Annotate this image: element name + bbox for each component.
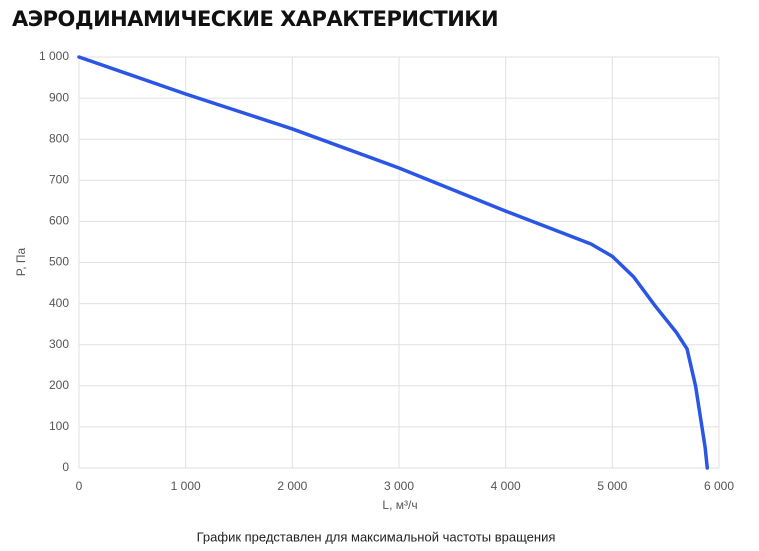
y-tick-label: 800: [49, 131, 69, 145]
chart-title: АЭРОДИНАМИЧЕСКИЕ ХАРАКТЕРИСТИКИ: [12, 7, 498, 31]
x-tick-label: 0: [76, 479, 83, 493]
y-tick-label: 600: [49, 214, 69, 228]
y-tick-label: 300: [49, 337, 69, 351]
y-tick-label: 500: [49, 255, 69, 269]
y-tick-label: 400: [49, 296, 69, 310]
x-axis-label: L, м³/ч: [382, 498, 417, 512]
x-tick-label: 5 000: [597, 479, 627, 493]
x-tick-label: 6 000: [704, 479, 734, 493]
y-tick-label: 100: [49, 419, 69, 433]
x-tick-label: 4 000: [491, 479, 521, 493]
data-line: [77, 55, 710, 470]
y-tick-label: 200: [49, 378, 69, 392]
y-axis-label: P, Па: [14, 247, 28, 276]
footnote: График представлен для максимальной част…: [197, 529, 556, 544]
y-tick-label: 700: [49, 172, 69, 186]
y-tick-label: 900: [49, 90, 69, 104]
x-tick-label: 2 000: [277, 479, 307, 493]
x-tick-label: 3 000: [384, 479, 414, 493]
x-tick-label: 1 000: [171, 479, 201, 493]
y-tick-label: 0: [62, 460, 69, 474]
y-tick-label: 1 000: [39, 49, 69, 63]
